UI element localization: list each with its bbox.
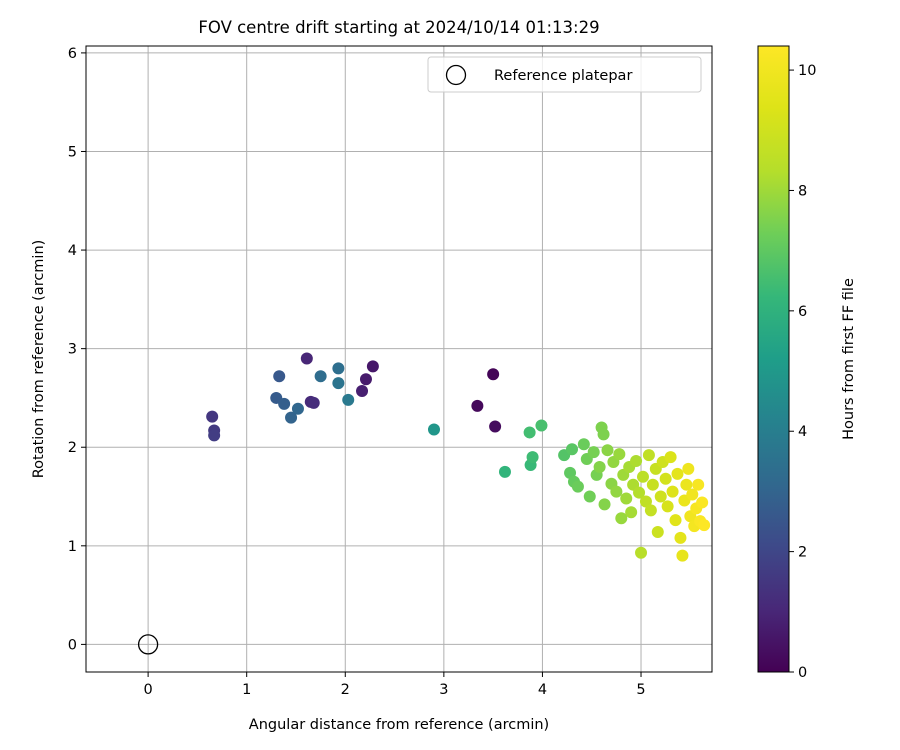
data-point: [601, 444, 614, 457]
data-point: [307, 396, 320, 409]
reference-platepar-marker: [137, 634, 159, 655]
data-point: [356, 385, 369, 398]
colorbar-gradient: [757, 45, 790, 673]
y-tick-label: 0: [68, 637, 77, 653]
data-point: [427, 423, 440, 436]
data-point: [664, 451, 677, 464]
data-point: [342, 393, 355, 406]
data-point: [273, 370, 286, 383]
data-point: [526, 451, 539, 464]
data-point: [633, 486, 646, 499]
data-point: [659, 472, 672, 485]
data-point: [300, 352, 313, 365]
data-point: [615, 512, 628, 525]
y-tick-label: 1: [68, 539, 77, 555]
data-point: [669, 514, 682, 527]
x-tick-label: 4: [538, 682, 547, 698]
data-point: [674, 531, 687, 544]
legend-reference-marker: [445, 64, 467, 86]
data-point: [332, 377, 345, 390]
data-point: [698, 519, 711, 532]
data-point: [613, 448, 626, 461]
y-tick-label: 4: [68, 243, 77, 259]
chart-title: FOV centre drift starting at 2024/10/14 …: [198, 18, 599, 37]
data-points: [206, 352, 711, 562]
data-point: [635, 546, 648, 559]
colorbar-tick-label: 0: [798, 665, 807, 681]
data-point: [636, 470, 649, 483]
y-tick-label: 2: [68, 440, 77, 456]
x-tick-label: 3: [439, 682, 448, 698]
y-tick-label: 3: [68, 342, 77, 358]
data-point: [597, 428, 610, 441]
y-axis-ticks: 0 1 2 3 4 5 6: [68, 46, 86, 653]
data-point: [278, 397, 291, 410]
x-tick-label: 2: [341, 682, 350, 698]
y-tick-label: 5: [68, 144, 77, 160]
data-point: [471, 399, 484, 412]
data-point: [489, 420, 502, 433]
data-point: [583, 490, 596, 503]
data-point: [692, 478, 705, 491]
data-point: [682, 462, 695, 475]
reference-point: [137, 634, 159, 655]
data-point: [332, 362, 345, 375]
colorbar-tick-label: 8: [798, 183, 807, 199]
data-point: [535, 419, 548, 432]
legend-box: [427, 56, 702, 93]
legend: Reference platepar: [427, 56, 702, 93]
data-point: [498, 465, 511, 478]
data-point: [587, 446, 600, 459]
data-point: [593, 460, 606, 473]
data-point: [487, 368, 500, 381]
data-point: [291, 402, 304, 415]
data-point: [359, 373, 372, 386]
data-point: [566, 443, 579, 456]
x-tick-label: 1: [242, 682, 251, 698]
colorbar-tick-label: 4: [798, 424, 807, 440]
x-tick-label: 5: [636, 682, 645, 698]
colorbar-tick-label: 6: [798, 304, 807, 320]
plot-frame: [85, 45, 713, 673]
data-point: [523, 426, 536, 439]
y-axis-label: Rotation from reference (arcmin): [31, 240, 47, 479]
data-point: [686, 488, 699, 501]
data-point: [610, 485, 623, 498]
data-point: [676, 549, 689, 562]
legend-reference-label: Reference platepar: [494, 68, 632, 84]
data-point: [206, 410, 219, 423]
data-point: [366, 360, 379, 373]
data-point: [666, 485, 679, 498]
data-point: [661, 500, 674, 513]
data-point: [646, 478, 659, 491]
data-point: [639, 495, 652, 508]
data-point: [598, 498, 611, 511]
colorbar-tick-label: 10: [798, 63, 816, 79]
data-point: [625, 506, 638, 519]
data-point: [651, 526, 664, 539]
data-point: [671, 467, 684, 480]
data-point: [696, 496, 709, 509]
data-point: [208, 429, 221, 442]
colorbar-label: Hours from first FF file: [841, 278, 857, 440]
data-point: [620, 492, 633, 505]
grid-lines: [86, 46, 712, 672]
data-point: [630, 455, 643, 468]
data-point: [642, 449, 655, 462]
x-axis-ticks: 0 1 2 3 4 5: [143, 672, 646, 698]
colorbar-ticks: 0 2 4 6 8 10: [789, 63, 816, 681]
data-point: [654, 490, 667, 503]
y-tick-label: 6: [68, 46, 77, 62]
data-point: [680, 478, 693, 491]
data-point: [644, 504, 657, 517]
data-point: [577, 438, 590, 451]
colorbar: 0 2 4 6 8 10 Hours from first FF file: [757, 45, 857, 681]
x-tick-label: 0: [143, 682, 152, 698]
x-axis-label: Angular distance from reference (arcmin): [249, 717, 549, 733]
data-point: [571, 480, 584, 493]
colorbar-tick-label: 2: [798, 545, 807, 561]
data-point: [314, 370, 327, 383]
data-point: [285, 411, 298, 424]
